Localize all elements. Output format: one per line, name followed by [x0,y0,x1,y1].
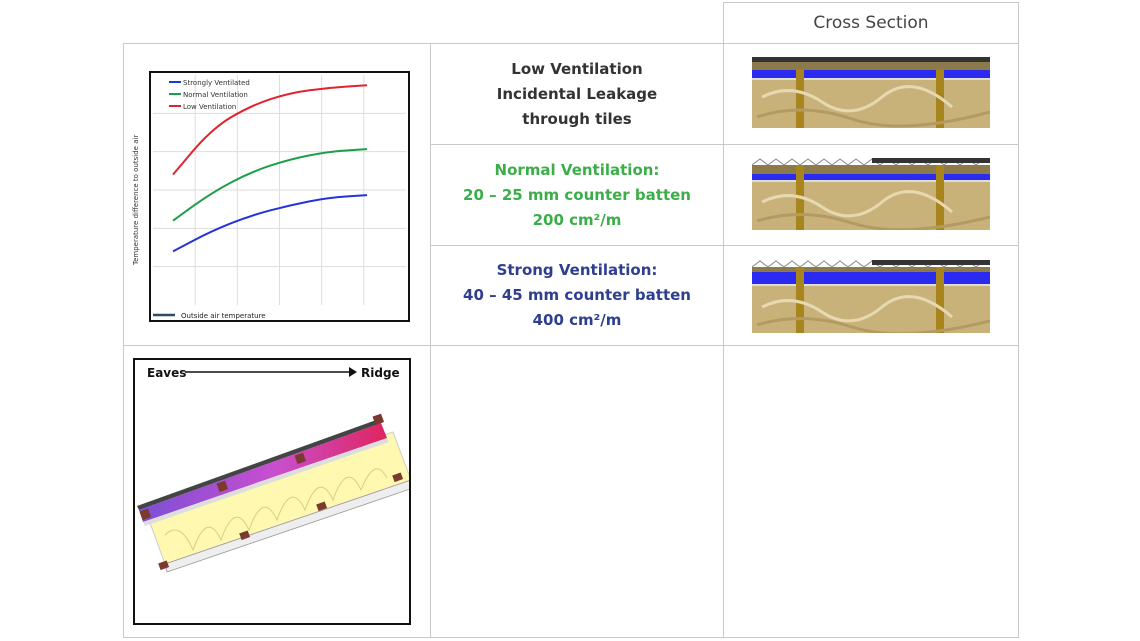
chart-series [172,84,368,253]
row-divider-3 [123,345,1019,346]
baseline-label: Outside air temperature [181,312,266,320]
row-divider-1 [430,144,1019,145]
series-line-normal-ventilation [172,148,368,222]
row-strong-ventilation: Strong Ventilation: 40 – 45 mm counter b… [431,246,723,345]
row-strong-line-3: 400 cm²/m [532,311,622,329]
row-low-ventilation: Low Ventilation Incidental Leakage throu… [431,44,723,144]
cross-section-normal-image [751,158,991,232]
row-divider-2 [430,245,1019,246]
cross-section-low-image [752,57,991,128]
column-divider-2 [723,43,724,638]
series-line-low-ventilation [172,84,368,176]
chart-canvas: Strongly Ventilated Normal Ventilation Low… [153,75,406,320]
row-normal-line-3: 200 cm²/m [532,210,622,229]
eaves-label: Eaves [147,366,186,380]
temperature-chart: Strongly Ventilated Normal Ventilation Low… [149,71,410,322]
roof-diagram-canvas: Eaves Ridge [137,366,414,573]
legend-label: Strongly Ventilated [183,79,250,87]
table-border-left [123,43,124,638]
table-border-bottom [123,637,1019,638]
row-low-line-1: Low Ventilation [511,59,643,78]
cross-section-strong-image [751,260,991,336]
series-line-strongly-ventilated [172,194,368,253]
cross-section-low [752,57,991,128]
row-strong-line-1: Strong Ventilation: [496,261,658,279]
table-border-right [1018,2,1019,638]
roof-assembly [137,413,414,573]
roof-diagram: Eaves Ridge [133,358,414,625]
chart-legend: Strongly Ventilated Normal Ventilation Low… [169,79,250,111]
row-normal-line-1: Normal Ventilation: [494,160,660,179]
table-border-top [123,43,1019,44]
y-axis-label: Temperature difference to outside air [132,135,140,266]
cross-section-normal [751,157,991,232]
row-normal-line-2: 20 – 25 mm counter batten [463,185,691,204]
row-low-line-2: Incidental Leakage [496,84,658,103]
legend-label: Low Ventilation [183,103,236,111]
y-axis-label-holder: Temperature difference to outside air [132,135,140,266]
row-strong-line-2: 40 – 45 mm counter batten [463,286,691,304]
arrow-head-icon [349,367,357,377]
legend-label: Normal Ventilation [183,91,248,99]
row-normal-ventilation: Normal Ventilation: 20 – 25 mm counter b… [431,145,723,245]
ridge-label: Ridge [361,366,400,380]
chart-grid [153,75,406,305]
cross-section-header: Cross Section [723,2,1019,44]
cross-section-strong [751,259,991,336]
column-divider-1 [430,43,431,638]
row-low-line-3: through tiles [522,109,632,128]
